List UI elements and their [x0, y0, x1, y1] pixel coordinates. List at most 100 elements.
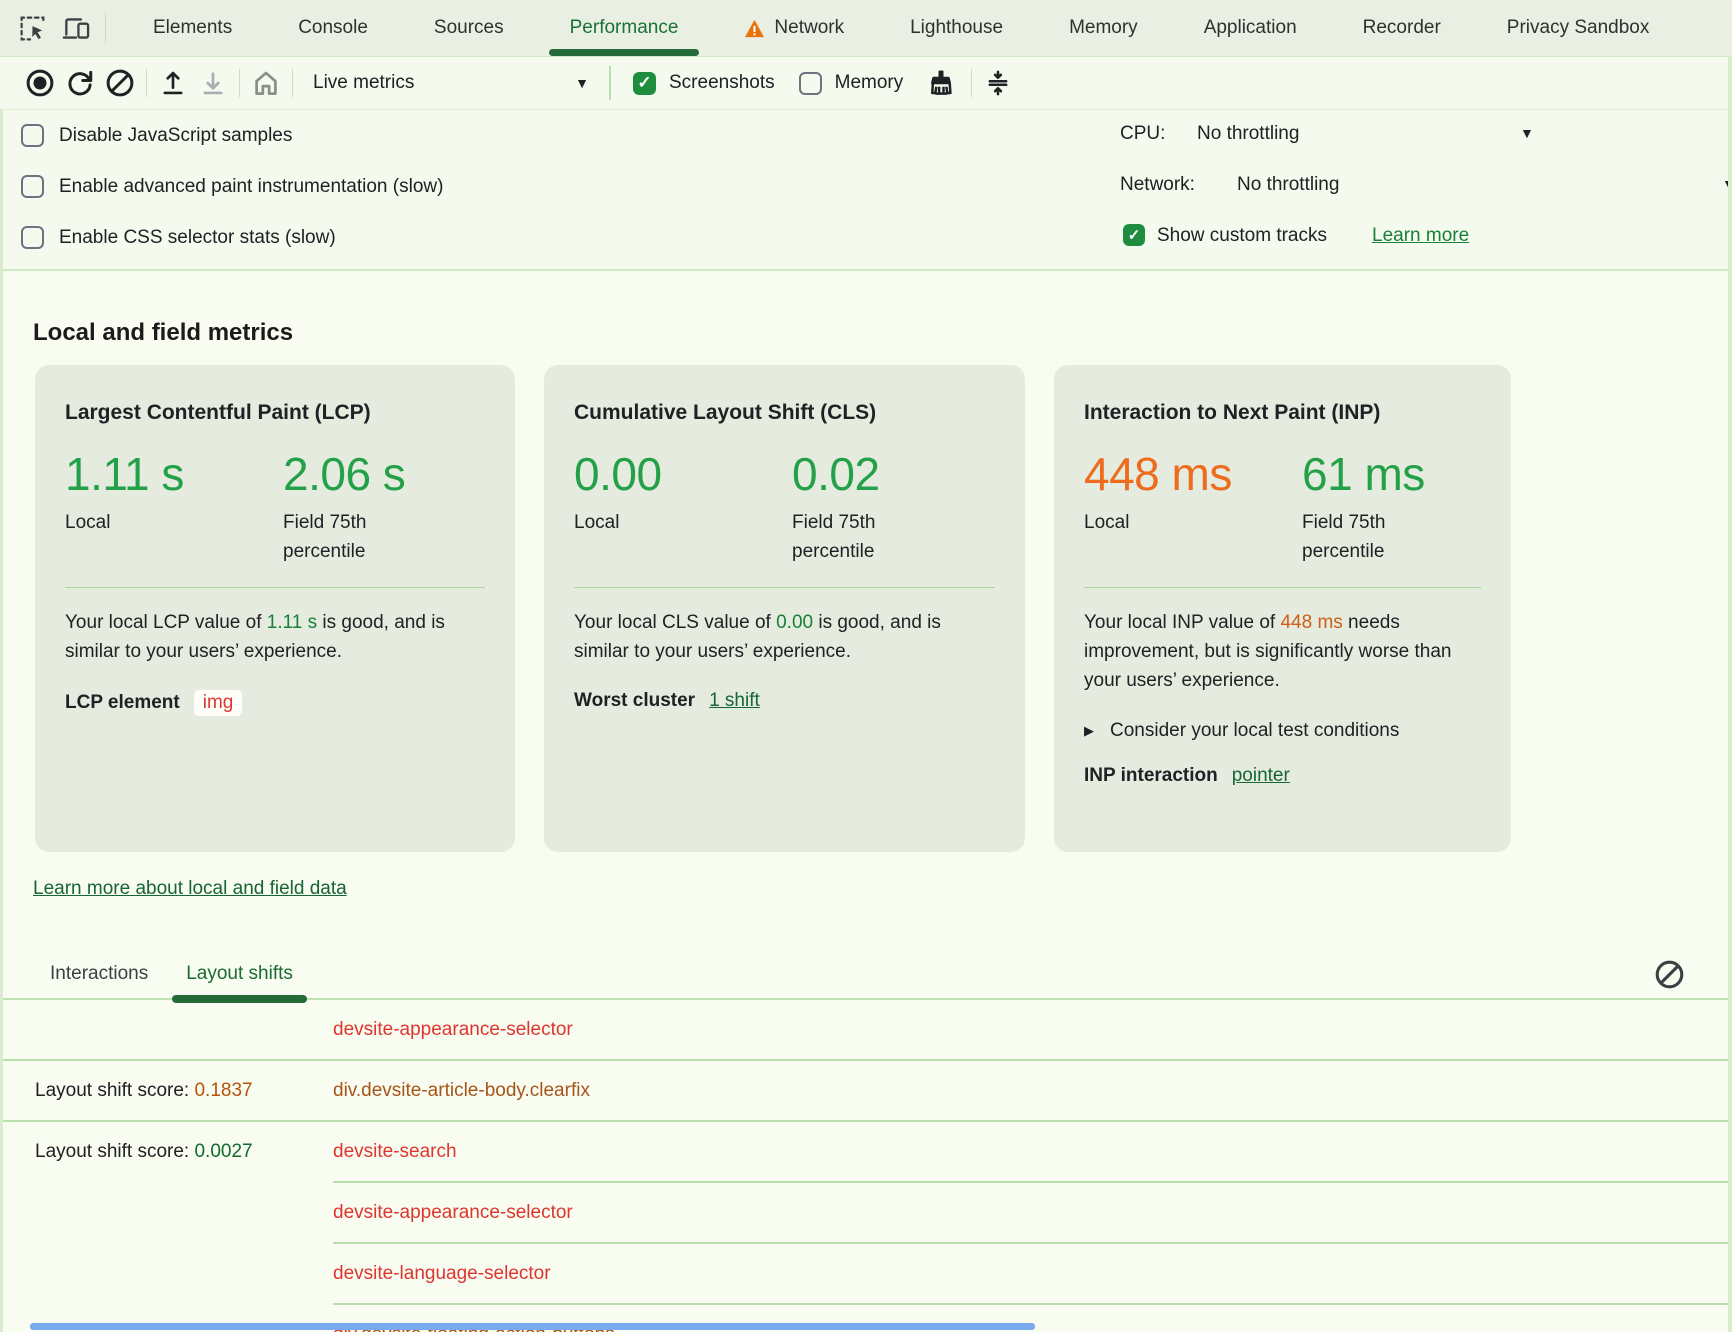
node-link[interactable]: div.devsite-article-body.clearfix	[333, 1079, 590, 1101]
layout-shift-log: devsite-appearance-selector Layout shift …	[0, 1000, 1732, 1332]
screenshots-toggle[interactable]: ✓ Screenshots	[621, 71, 787, 95]
row-divider	[0, 1059, 1732, 1061]
record-button[interactable]	[20, 63, 60, 103]
row-divider	[333, 1181, 1732, 1183]
clear-recording-button[interactable]	[100, 63, 140, 103]
node-link[interactable]: devsite-appearance-selector	[333, 1018, 573, 1040]
reload-and-record-button[interactable]	[60, 63, 100, 103]
metric-cards: Largest Contentful Paint (LCP) 1.11 s Lo…	[35, 365, 1732, 852]
tab-label: Sources	[433, 17, 504, 38]
network-throttling-row: Network: No throttling ▼	[1120, 161, 1732, 212]
lcp-card-title: Largest Contentful Paint (LCP)	[65, 401, 371, 424]
inp-interaction-label: INP interaction	[1084, 764, 1218, 786]
tab-interactions[interactable]: Interactions	[50, 963, 149, 984]
worst-cluster-link[interactable]: 1 shift	[709, 689, 760, 711]
show-custom-tracks-label: Show custom tracks	[1157, 225, 1327, 246]
card-divider	[65, 586, 485, 588]
tab-layout-shifts[interactable]: Layout shifts	[172, 950, 307, 1003]
clear-log-icon[interactable]	[1654, 959, 1685, 990]
setting-checkbox[interactable]	[21, 226, 44, 249]
row-divider	[333, 1303, 1732, 1305]
lcp-local-value: 1.11 s	[65, 448, 184, 500]
memory-label: Memory	[834, 72, 904, 93]
node-link[interactable]: devsite-appearance-selector	[333, 1201, 573, 1223]
screenshots-checkbox[interactable]: ✓	[633, 71, 656, 95]
layout-shift-score: Layout shift score: 0.0027	[35, 1140, 253, 1162]
cls-local-label: Local	[574, 512, 620, 533]
lcp-field-label: Field 75th percentile	[283, 512, 367, 563]
panel-mode-dropdown[interactable]: Live metrics ▼	[299, 72, 599, 94]
setting-checkbox[interactable]	[21, 124, 44, 147]
memory-toggle[interactable]: Memory	[787, 71, 916, 95]
layout-shift-row: Layout shift score: 0.1837 div.devsite-ar…	[0, 1061, 1732, 1120]
tab-performance[interactable]: Performance	[537, 0, 712, 56]
inp-interaction-link[interactable]: pointer	[1231, 764, 1290, 786]
inp-local-value: 448 ms	[1084, 448, 1232, 500]
local-test-conditions-label: Consider your local test conditions	[1110, 719, 1400, 741]
device-toolbar-icon[interactable]	[61, 14, 91, 43]
cpu-throttling-select[interactable]: No throttling	[1197, 123, 1300, 144]
node-link[interactable]: devsite-search	[333, 1140, 457, 1162]
log-tab-bar: Interactions Layout shifts	[0, 950, 1732, 1003]
tab-label: Privacy Sandbox	[1506, 17, 1650, 38]
node-link[interactable]: devsite-language-selector	[333, 1262, 551, 1284]
horizontal-scrollbar[interactable]	[30, 1323, 1035, 1330]
lcp-element-label: LCP element	[65, 691, 180, 713]
tab-label: Network	[774, 17, 845, 38]
toolbar-divider	[105, 13, 106, 43]
inspect-element-icon[interactable]	[18, 14, 47, 43]
home-icon[interactable]	[246, 63, 286, 103]
live-metrics-view: Local and field metrics Largest Contentf…	[0, 271, 1732, 1332]
setting-row: Enable advanced paint instrumentation (s…	[0, 161, 1732, 212]
tab-privacy-sandbox[interactable]: Privacy Sandbox	[1474, 0, 1683, 56]
tab-label: Performance	[569, 17, 679, 38]
tab-sources[interactable]: Sources	[401, 0, 537, 56]
setting-label: Disable JavaScript samples	[59, 124, 293, 146]
upload-profile-icon[interactable]	[153, 63, 193, 103]
warning-icon	[744, 19, 765, 38]
custom-tracks-learn-more-link[interactable]: Learn more	[1372, 225, 1470, 246]
tab-network[interactable]: Network	[711, 0, 877, 56]
inp-local-label: Local	[1084, 512, 1130, 533]
chevron-down-icon[interactable]: ▼	[1520, 125, 1534, 141]
toolbar-divider	[609, 66, 611, 100]
network-throttling-select[interactable]: No throttling	[1237, 174, 1340, 195]
toolbar-divider	[971, 69, 973, 97]
panel-right-border	[1728, 57, 1732, 1332]
tab-label: Lighthouse	[910, 17, 1004, 38]
lcp-element-node-link[interactable]: img	[193, 689, 243, 716]
tab-recorder[interactable]: Recorder	[1330, 0, 1474, 56]
layout-shift-row: Layout shift score: 0.0027 devsite-search	[0, 1122, 1732, 1181]
lcp-field-value: 2.06 s	[283, 448, 406, 500]
toolbar-divider	[239, 69, 240, 97]
tab-console[interactable]: Console	[265, 0, 401, 56]
row-divider	[333, 1242, 1732, 1244]
tab-memory[interactable]: Memory	[1036, 0, 1171, 56]
cls-field-value: 0.02	[792, 448, 880, 500]
capture-settings-checkboxes: Disable JavaScript samples Enable advance…	[0, 110, 1732, 263]
lcp-local-label: Local	[65, 512, 111, 533]
collapse-tracks-icon[interactable]	[978, 63, 1018, 103]
layout-shift-row: devsite-appearance-selector	[0, 1000, 1732, 1059]
chevron-down-icon[interactable]: ▼	[1722, 176, 1732, 192]
page-title: Local and field metrics	[33, 319, 294, 346]
garbage-collect-icon[interactable]	[921, 63, 961, 103]
learn-more-field-data-link[interactable]: Learn more about local and field data	[33, 878, 347, 899]
tab-lighthouse[interactable]: Lighthouse	[877, 0, 1036, 56]
inp-card: Interaction to Next Paint (INP) 448 ms L…	[1054, 365, 1511, 852]
devtools-tab-bar: Elements Console Sources Performance Network…	[0, 0, 1732, 57]
memory-checkbox[interactable]	[798, 71, 822, 95]
screenshots-label: Screenshots	[669, 72, 775, 93]
setting-row: Enable CSS selector stats (slow)	[0, 212, 1732, 263]
layout-shift-score: Layout shift score: 0.1837	[35, 1079, 253, 1101]
tab-elements[interactable]: Elements	[120, 0, 265, 56]
tab-application[interactable]: Application	[1171, 0, 1330, 56]
show-custom-tracks-checkbox[interactable]: ✓	[1123, 224, 1145, 246]
setting-checkbox[interactable]	[21, 175, 44, 198]
network-label: Network:	[1120, 174, 1195, 195]
cls-card: Cumulative Layout Shift (CLS) 0.00 Local…	[544, 365, 1025, 852]
local-test-conditions-disclosure[interactable]: ▶ Consider your local test conditions	[1084, 720, 1481, 742]
row-divider	[0, 1120, 1732, 1122]
tab-label: Memory	[1069, 17, 1138, 38]
